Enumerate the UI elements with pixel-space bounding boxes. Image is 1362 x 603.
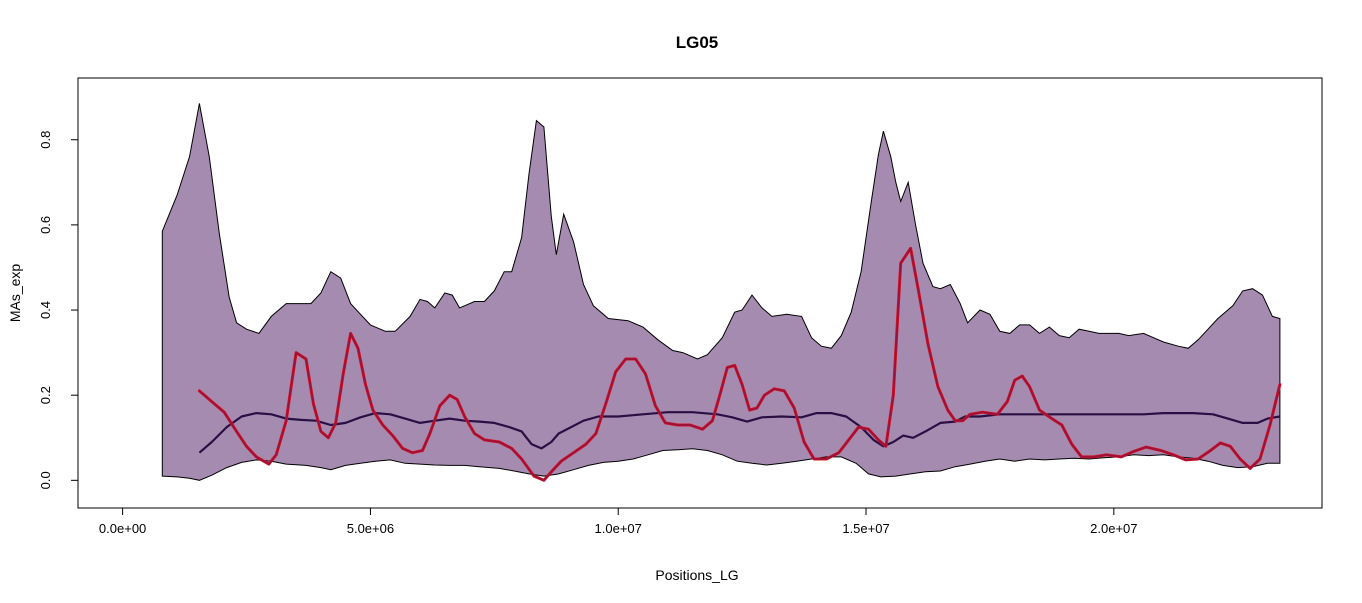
x-tick-label: 1.5e+07: [842, 521, 889, 536]
x-tick-label: 1.0e+07: [595, 521, 642, 536]
y-tick-label: 0.2: [38, 386, 53, 404]
chart-title: LG05: [676, 33, 719, 52]
x-tick-label: 5.0e+06: [347, 521, 394, 536]
confidence-band: [161, 103, 1281, 481]
x-tick-label: 0.0e+00: [99, 521, 146, 536]
y-axis-label: MAs_exp: [7, 264, 23, 323]
plot-area: [161, 103, 1282, 482]
y-tick-label: 0.0: [38, 471, 53, 489]
y-tick-label: 0.8: [38, 131, 53, 149]
y-axis: 0.0 0.2 0.4 0.6 0.8: [38, 131, 79, 489]
observed-line-overlay: [198, 247, 1281, 482]
x-axis: 0.0e+00 5.0e+06 1.0e+07 1.5e+07 2.0e+07: [99, 507, 1138, 536]
x-tick-label: 2.0e+07: [1090, 521, 1137, 536]
y-tick-label: 0.6: [38, 216, 53, 234]
y-tick-label: 0.4: [38, 301, 53, 319]
x-axis-label: Positions_LG: [655, 567, 738, 583]
mean-line: [198, 411, 1281, 454]
